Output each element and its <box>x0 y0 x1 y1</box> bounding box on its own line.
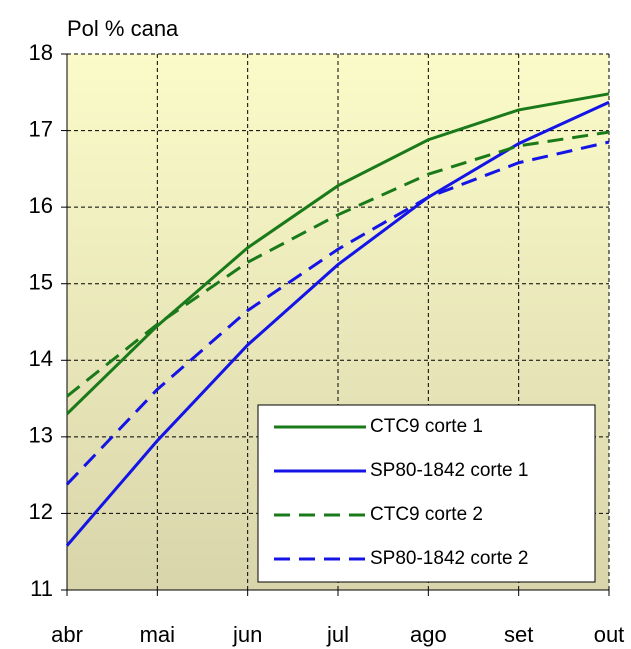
y-tick-label: 14 <box>29 346 53 371</box>
series-line <box>65 100 610 547</box>
x-tick-label: jun <box>232 622 262 647</box>
x-tick-label: out <box>594 622 625 647</box>
series-line <box>65 140 610 486</box>
legend-box <box>257 404 596 583</box>
y-tick-label: 16 <box>29 193 53 218</box>
y-tick-label: 13 <box>29 423 53 448</box>
y-tick-label: 18 <box>29 40 53 65</box>
legend-label: SP80-1842 corte 2 <box>370 548 528 569</box>
legend-label: CTC9 corte 1 <box>370 416 483 437</box>
y-tick-label: 11 <box>30 576 53 601</box>
x-tick-label: abr <box>51 622 83 647</box>
x-tick-label: set <box>504 622 533 647</box>
legend-label: SP80-1842 corte 1 <box>370 460 528 481</box>
x-tick-label: mai <box>140 622 175 647</box>
y-tick-label: 15 <box>29 270 53 295</box>
x-tick-label: jul <box>326 622 349 647</box>
y-tick-label: 17 <box>29 116 53 141</box>
y-tick-label: 12 <box>29 499 53 524</box>
series-line <box>66 130 610 398</box>
x-tick-label: ago <box>410 622 447 647</box>
legend-label: CTC9 corte 2 <box>370 504 483 525</box>
y-axis-label: Pol % cana <box>67 16 179 41</box>
